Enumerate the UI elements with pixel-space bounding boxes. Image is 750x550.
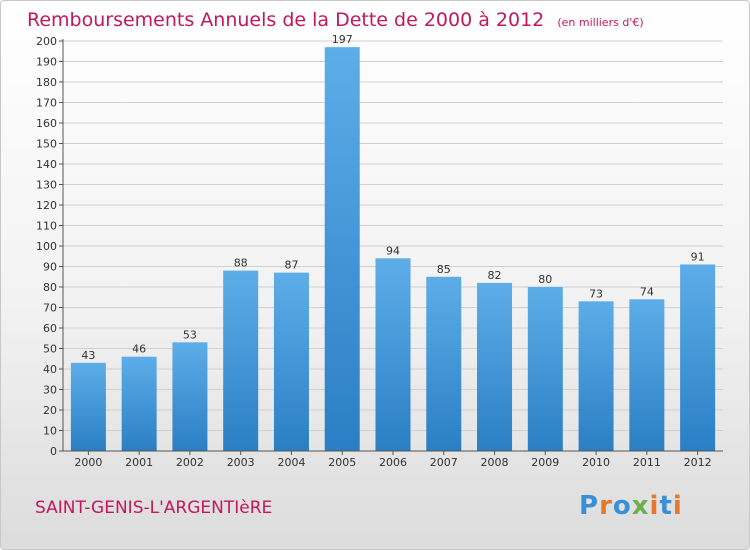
bars: 43 46 53 88 87 197 94 85 82 80 73 74 91 xyxy=(70,33,716,452)
title-text: Remboursements Annuels de la Dette de 20… xyxy=(27,9,545,31)
commune-name: SAINT-GENIS-L'ARGENTIèRE xyxy=(35,498,273,518)
x-tick-label-2002: 2002 xyxy=(176,456,204,469)
x-tick-label-2006: 2006 xyxy=(379,456,407,469)
bar-2009 xyxy=(527,287,563,451)
y-tick-label: 80 xyxy=(43,281,57,294)
y-tick-label: 10 xyxy=(43,425,57,438)
value-label-2011: 74 xyxy=(640,285,654,298)
y-axis: 0 10 20 30 40 50 60 70 80 90 100 110 120 130 140 150 160… xyxy=(36,35,64,458)
value-label-2000: 43 xyxy=(81,349,95,362)
y-tick-label: 140 xyxy=(36,158,57,171)
value-label-2006: 94 xyxy=(386,244,400,257)
y-tick-label: 90 xyxy=(43,261,57,274)
bar-2003 xyxy=(223,270,259,451)
y-tick-label: 100 xyxy=(36,240,57,253)
bar-2004 xyxy=(273,272,309,451)
x-axis: 2000 2001 2002 2003 2004 2005 2006 2007 2008 2009… xyxy=(63,450,723,469)
bar-2012 xyxy=(680,264,716,451)
y-tick-label: 170 xyxy=(36,97,57,110)
y-tick-label: 70 xyxy=(43,302,57,315)
value-label-2012: 91 xyxy=(691,250,705,263)
y-tick-label: 30 xyxy=(43,384,57,397)
value-label-2005: 197 xyxy=(332,33,353,46)
y-tick-label: 110 xyxy=(36,220,57,233)
chart-title: Remboursements Annuels de la Dette de 20… xyxy=(27,9,644,31)
bar-2010 xyxy=(578,301,614,451)
logo-letter: P xyxy=(579,491,600,521)
x-tick-label-2008: 2008 xyxy=(481,456,509,469)
bar-2002 xyxy=(172,342,208,451)
bar-2011 xyxy=(629,299,665,451)
x-tick-label-2011: 2011 xyxy=(633,456,661,469)
value-label-2007: 85 xyxy=(437,263,451,276)
y-tick-label: 0 xyxy=(50,445,57,458)
y-tick-label: 180 xyxy=(36,76,57,89)
x-tick-label-2005: 2005 xyxy=(328,456,356,469)
logo-letter: o xyxy=(612,491,632,521)
logo-letter: r xyxy=(599,491,613,521)
value-label-2004: 87 xyxy=(284,259,298,272)
x-tick-label-2009: 2009 xyxy=(531,456,559,469)
x-tick-label-2010: 2010 xyxy=(582,456,610,469)
value-label-2008: 82 xyxy=(488,269,502,282)
y-tick-label: 40 xyxy=(43,363,57,376)
value-label-2009: 80 xyxy=(538,273,552,286)
x-tick-label-2000: 2000 xyxy=(74,456,102,469)
y-tick-label: 150 xyxy=(36,138,57,151)
x-tick-label-2004: 2004 xyxy=(277,456,305,469)
title-unit: (en milliers d'€) xyxy=(557,16,644,29)
y-tick-label: 160 xyxy=(36,117,57,130)
x-tick-label-2007: 2007 xyxy=(430,456,458,469)
logo-letter: t xyxy=(659,491,673,521)
proxiti-logo[interactable]: Proxiti xyxy=(579,491,683,521)
x-tick-label-2001: 2001 xyxy=(125,456,153,469)
bar-2005 xyxy=(324,47,360,452)
bar-2008 xyxy=(477,282,513,451)
logo-letter: i xyxy=(672,491,683,521)
logo-letter: i xyxy=(649,491,660,521)
y-tick-label: 190 xyxy=(36,56,57,69)
y-tick-label: 120 xyxy=(36,199,57,212)
bar-2000 xyxy=(70,362,106,451)
bar-2007 xyxy=(426,276,462,451)
y-tick-label: 130 xyxy=(36,179,57,192)
value-label-2001: 46 xyxy=(132,343,146,356)
logo-letter: x xyxy=(631,491,650,521)
value-label-2003: 88 xyxy=(234,257,248,270)
value-label-2002: 53 xyxy=(183,328,197,341)
x-tick-label-2012: 2012 xyxy=(684,456,712,469)
value-label-2010: 73 xyxy=(589,287,603,300)
y-tick-label: 200 xyxy=(36,35,57,48)
y-tick-label: 20 xyxy=(43,404,57,417)
bar-2001 xyxy=(121,356,157,451)
bar-2006 xyxy=(375,258,411,451)
y-tick-label: 50 xyxy=(43,343,57,356)
x-tick-label-2003: 2003 xyxy=(227,456,255,469)
y-tick-label: 60 xyxy=(43,322,57,335)
